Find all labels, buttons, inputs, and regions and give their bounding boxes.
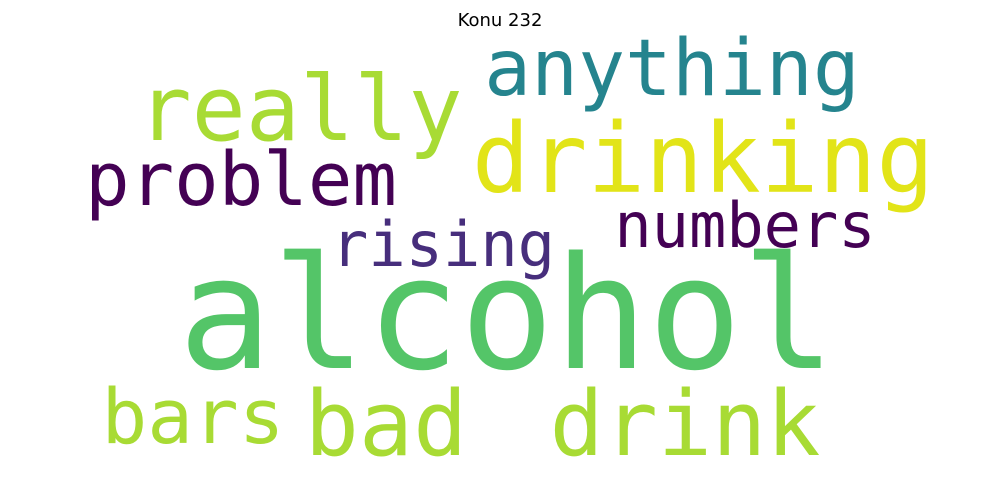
word-drinking: drinking [472, 103, 934, 215]
word-bad: bad [305, 372, 468, 477]
word-numbers: numbers [614, 189, 875, 262]
word-anything: anything [484, 24, 860, 114]
figure-title: Konu 232 [457, 10, 543, 31]
word-problem: problem [85, 137, 397, 223]
word-alcohol: alcohol [178, 223, 835, 405]
word-bars: bars [101, 372, 284, 461]
word-rising: rising [331, 208, 555, 281]
word-really: really [137, 57, 462, 162]
word-drink: drink [550, 372, 821, 477]
